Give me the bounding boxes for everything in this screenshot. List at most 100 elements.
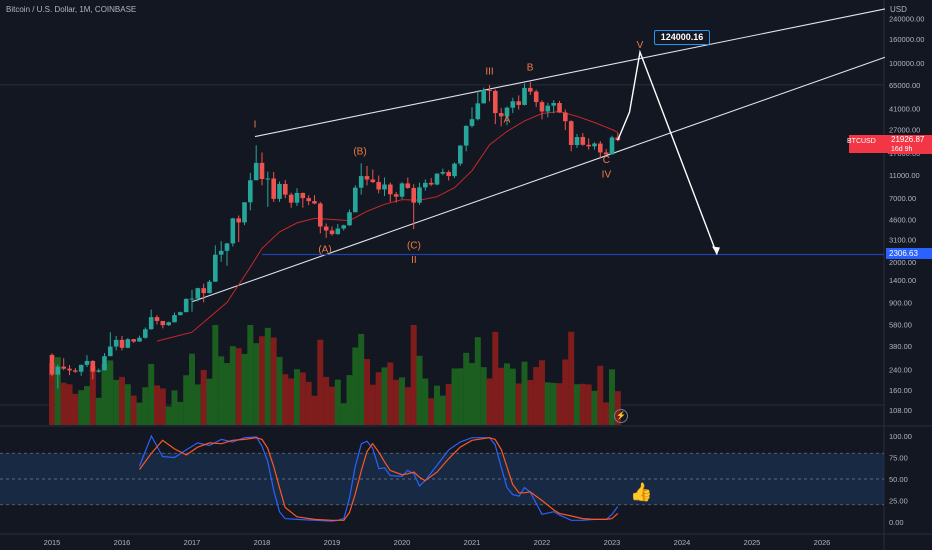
candle-body bbox=[172, 315, 177, 323]
price-axis-label: 2000.00 bbox=[889, 258, 916, 267]
time-axis-label: 2021 bbox=[464, 538, 481, 547]
candle-body bbox=[586, 144, 591, 147]
candle-body bbox=[440, 172, 446, 174]
time-axis-label: 2019 bbox=[324, 538, 341, 547]
candle-body bbox=[504, 107, 510, 117]
price-axis-label: 27000.00 bbox=[889, 126, 920, 135]
volume-bar bbox=[480, 367, 487, 425]
candle-body bbox=[393, 194, 399, 197]
candle-body bbox=[131, 339, 136, 342]
candle-body bbox=[61, 366, 66, 369]
candle-body bbox=[568, 121, 574, 146]
candle-body bbox=[493, 90, 498, 114]
oscillator-axis-label: 25.00 bbox=[889, 497, 908, 506]
currency-label: USD bbox=[890, 5, 907, 14]
volume-bar bbox=[509, 368, 516, 425]
candle-body bbox=[294, 192, 300, 203]
volume-bar bbox=[224, 363, 230, 425]
time-axis-label: 2023 bbox=[604, 538, 621, 547]
candle-body bbox=[253, 162, 259, 181]
candle-body bbox=[113, 339, 119, 347]
candle-body bbox=[102, 356, 107, 371]
candle-body bbox=[183, 298, 189, 313]
volume-bar bbox=[457, 368, 464, 425]
price-axis-label: 11000.00 bbox=[889, 171, 920, 180]
candle-body bbox=[248, 180, 253, 203]
volume-bar bbox=[486, 378, 493, 425]
volume-bar bbox=[334, 379, 341, 425]
candle-body bbox=[137, 337, 142, 342]
volume-bar bbox=[568, 331, 575, 425]
oscillator-axis-label: 75.00 bbox=[889, 454, 908, 463]
candle-body bbox=[178, 312, 183, 316]
oscillator-axis-label: 50.00 bbox=[889, 475, 908, 484]
volume-bar bbox=[387, 362, 394, 425]
volume-bar bbox=[492, 331, 499, 425]
candle-body bbox=[353, 187, 358, 213]
volume-bar bbox=[72, 393, 79, 425]
volume-bar bbox=[49, 362, 55, 425]
bar-countdown-label: 16d 9h bbox=[888, 145, 932, 154]
wave-label: C bbox=[603, 155, 610, 166]
candle-body bbox=[143, 329, 148, 338]
oscillator-band bbox=[0, 453, 884, 505]
wave-label: B bbox=[527, 63, 534, 74]
candle-body bbox=[539, 102, 545, 112]
volume-bar bbox=[346, 375, 353, 425]
thumbs-up-icon: 👍 bbox=[630, 482, 653, 502]
candle-body bbox=[329, 230, 335, 235]
volume-bar bbox=[229, 346, 236, 425]
horizontal-line-price-label: 2306.63 bbox=[886, 248, 932, 259]
volume-bar bbox=[165, 406, 172, 425]
volume-bar bbox=[154, 385, 160, 425]
target-price-label[interactable]: 124000.16 bbox=[654, 30, 710, 45]
volume-bar bbox=[521, 361, 528, 425]
volume-bar bbox=[89, 366, 96, 425]
volume-bar bbox=[369, 384, 376, 425]
lightning-icon[interactable]: ⚡ bbox=[614, 409, 628, 423]
lower-trend-line bbox=[191, 56, 886, 303]
candle-body bbox=[417, 187, 422, 203]
candle-body bbox=[318, 203, 323, 227]
candle-body bbox=[166, 322, 171, 326]
candle-body bbox=[242, 202, 247, 223]
volume-bar bbox=[299, 372, 306, 425]
candle-body bbox=[545, 105, 551, 112]
volume-bar bbox=[539, 360, 545, 425]
wave-label: V bbox=[637, 40, 644, 51]
candle-body bbox=[277, 183, 282, 199]
candle-body bbox=[481, 89, 486, 104]
price-axis-label: 4600.00 bbox=[889, 215, 916, 224]
candle-body bbox=[259, 162, 265, 179]
volume-bar bbox=[259, 336, 265, 425]
volume-bar bbox=[515, 383, 522, 425]
candle-body bbox=[452, 163, 457, 177]
candle-body bbox=[201, 288, 206, 294]
price-axis-label: 41000.00 bbox=[889, 104, 920, 113]
candle-body bbox=[213, 254, 218, 282]
last-price-label: 21926.87 bbox=[888, 135, 932, 145]
time-axis-label: 2024 bbox=[674, 538, 691, 547]
price-axis-label: 108.00 bbox=[889, 406, 912, 415]
wave-label: (C) bbox=[407, 240, 421, 251]
volume-bar bbox=[404, 387, 411, 425]
candle-body bbox=[364, 176, 370, 180]
volume-bar bbox=[189, 353, 195, 425]
candle-body bbox=[224, 243, 230, 251]
volume-bar bbox=[60, 382, 67, 425]
candle-body bbox=[288, 194, 294, 203]
volume-bar bbox=[148, 363, 155, 425]
volume-bar bbox=[142, 387, 149, 425]
candle-body bbox=[271, 178, 276, 199]
volume-bar bbox=[364, 359, 370, 425]
volume-bar bbox=[340, 403, 347, 425]
volume-bar bbox=[416, 355, 423, 425]
candle-body bbox=[358, 176, 364, 188]
volume-bar bbox=[591, 390, 598, 425]
price-axis-label: 1400.00 bbox=[889, 276, 916, 285]
volume-bar bbox=[136, 402, 143, 425]
candle-body bbox=[195, 288, 201, 299]
candle-body bbox=[469, 119, 475, 126]
oscillator-axis-label: 0.00 bbox=[889, 518, 904, 527]
